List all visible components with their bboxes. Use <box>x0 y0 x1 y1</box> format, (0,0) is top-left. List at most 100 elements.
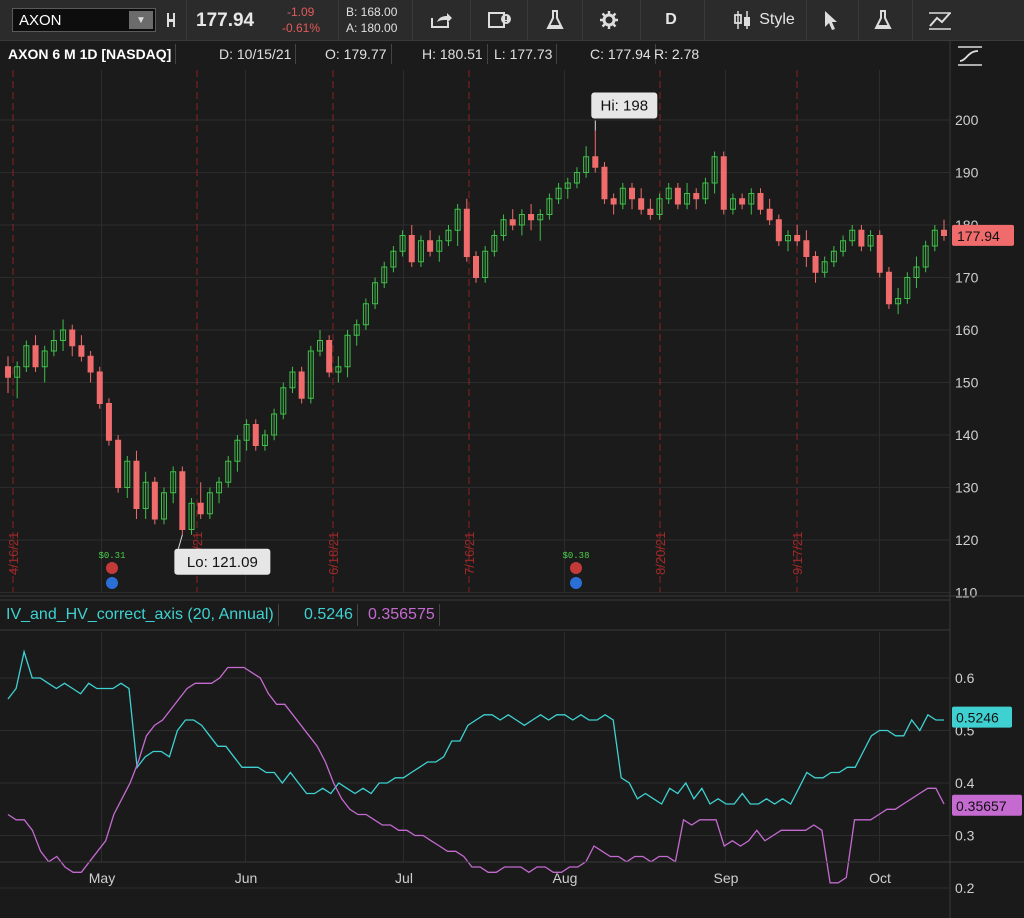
style-menu-button[interactable]: Style <box>726 6 802 34</box>
link-icon[interactable] <box>160 6 182 34</box>
candle-body <box>115 439 122 488</box>
candle-body <box>876 235 883 273</box>
study-tick-label: 0.2 <box>955 880 975 896</box>
candle-body <box>830 250 837 263</box>
change-absolute: -1.09 <box>287 5 315 19</box>
expiry-label: 6/18/21 <box>326 532 341 575</box>
candle-body <box>390 250 397 268</box>
candle-body <box>124 460 131 488</box>
study-name[interactable]: IV_and_HV_correct_axis (20, Annual) <box>2 604 279 626</box>
candle-body <box>353 324 360 336</box>
candle-body <box>50 340 57 352</box>
price-tick-label: 200 <box>955 112 979 128</box>
candle-body <box>518 214 525 226</box>
hv-axis-label: 0.35657 <box>956 798 1007 814</box>
symbol-input[interactable]: AXON ▼ <box>12 8 156 32</box>
candle-body <box>271 413 278 436</box>
candle-body <box>739 198 746 205</box>
candle-body <box>720 156 727 210</box>
candle-body <box>858 229 865 247</box>
candle-body <box>702 182 709 200</box>
studies-flask-icon[interactable] <box>540 6 570 34</box>
expiry-lines: 4/16/215/21/216/18/217/16/218/20/219/17/… <box>6 70 805 592</box>
candle-body <box>729 198 736 210</box>
candle-body <box>179 471 186 530</box>
cursor-tool-icon[interactable] <box>816 6 844 34</box>
price-axis-scale-icon[interactable] <box>955 42 985 70</box>
candle-body <box>619 187 626 205</box>
price-tick-label: 160 <box>955 322 979 338</box>
candle-body <box>711 156 718 184</box>
candle-body <box>546 198 553 215</box>
candle-body <box>362 303 369 326</box>
candle-body <box>14 366 21 378</box>
candle-body <box>766 208 773 221</box>
ask-price: A: 180.00 <box>346 21 398 35</box>
candle-body <box>491 235 498 252</box>
candle-body <box>326 340 333 373</box>
candlestick-series <box>5 130 947 535</box>
candle-body <box>867 235 874 247</box>
candle-body <box>941 229 947 236</box>
dividend-label: $0.38 <box>562 551 589 561</box>
study-iv-value: 0.5246 <box>300 604 358 626</box>
toolbar: AXON ▼ 177.94 -1.09 -0.61% B: 168.00 A: … <box>0 0 1024 41</box>
timeframe-button[interactable]: D <box>656 6 686 34</box>
price-axis: 200190180170160150140130120110177.94 <box>952 112 1014 601</box>
candle-body <box>555 187 562 200</box>
study-hv-value: 0.356575 <box>364 604 440 626</box>
header-range: R: 2.78 <box>654 46 700 62</box>
candle-body <box>298 371 305 399</box>
candle-body <box>922 245 929 268</box>
earnings-icon <box>106 562 118 574</box>
price-tick-label: 130 <box>955 480 979 496</box>
price-pane-bg <box>0 41 950 594</box>
dividend-icon <box>570 577 582 589</box>
drawing-tool-icon[interactable] <box>924 6 956 34</box>
price-tick-label: 120 <box>955 532 979 548</box>
candle-body <box>234 439 241 462</box>
candle-body <box>895 298 902 305</box>
candle-body <box>142 481 149 509</box>
candle-body <box>665 187 672 200</box>
candle-body <box>509 219 516 226</box>
candle-body <box>307 350 314 399</box>
settings-gear-icon[interactable] <box>594 6 624 34</box>
candle-body <box>381 266 388 284</box>
study-tick-label: 0.6 <box>955 670 975 686</box>
candle-body <box>216 481 223 494</box>
price-tick-label: 140 <box>955 427 979 443</box>
expiry-label: 8/20/21 <box>653 532 668 575</box>
header-open: O: 179.77 <box>321 44 392 64</box>
month-label: Sep <box>714 870 739 886</box>
header-low: L: 177.73 <box>490 44 558 64</box>
study-tick-label: 0.3 <box>955 828 975 844</box>
candle-body <box>904 277 911 299</box>
candle-body <box>794 235 801 242</box>
study-line-iv <box>7 649 944 805</box>
flask-tool-icon[interactable] <box>868 6 898 34</box>
candle-body <box>647 208 654 215</box>
low-pointer <box>177 534 183 549</box>
candle-body <box>656 198 663 215</box>
candle-body <box>280 387 287 415</box>
symbol-dropdown-icon[interactable]: ▼ <box>129 11 153 29</box>
annotations: Hi: 198 Lo: 121.09 $0.31 $0.38 <box>98 92 658 589</box>
candle-body <box>445 229 452 242</box>
candle-body <box>436 240 443 252</box>
candles-icon <box>734 11 751 29</box>
candle-body <box>372 282 379 305</box>
candle-body <box>317 340 323 352</box>
candle-body <box>913 266 920 278</box>
candle-body <box>151 481 158 520</box>
candle-body <box>60 329 67 341</box>
candle-body <box>417 240 424 263</box>
share-icon[interactable] <box>425 6 457 34</box>
candle-body <box>188 502 195 530</box>
notes-icon[interactable] <box>483 6 517 34</box>
candle-body <box>931 229 938 247</box>
timeframe-label: D <box>665 11 677 28</box>
candle-body <box>840 240 847 252</box>
